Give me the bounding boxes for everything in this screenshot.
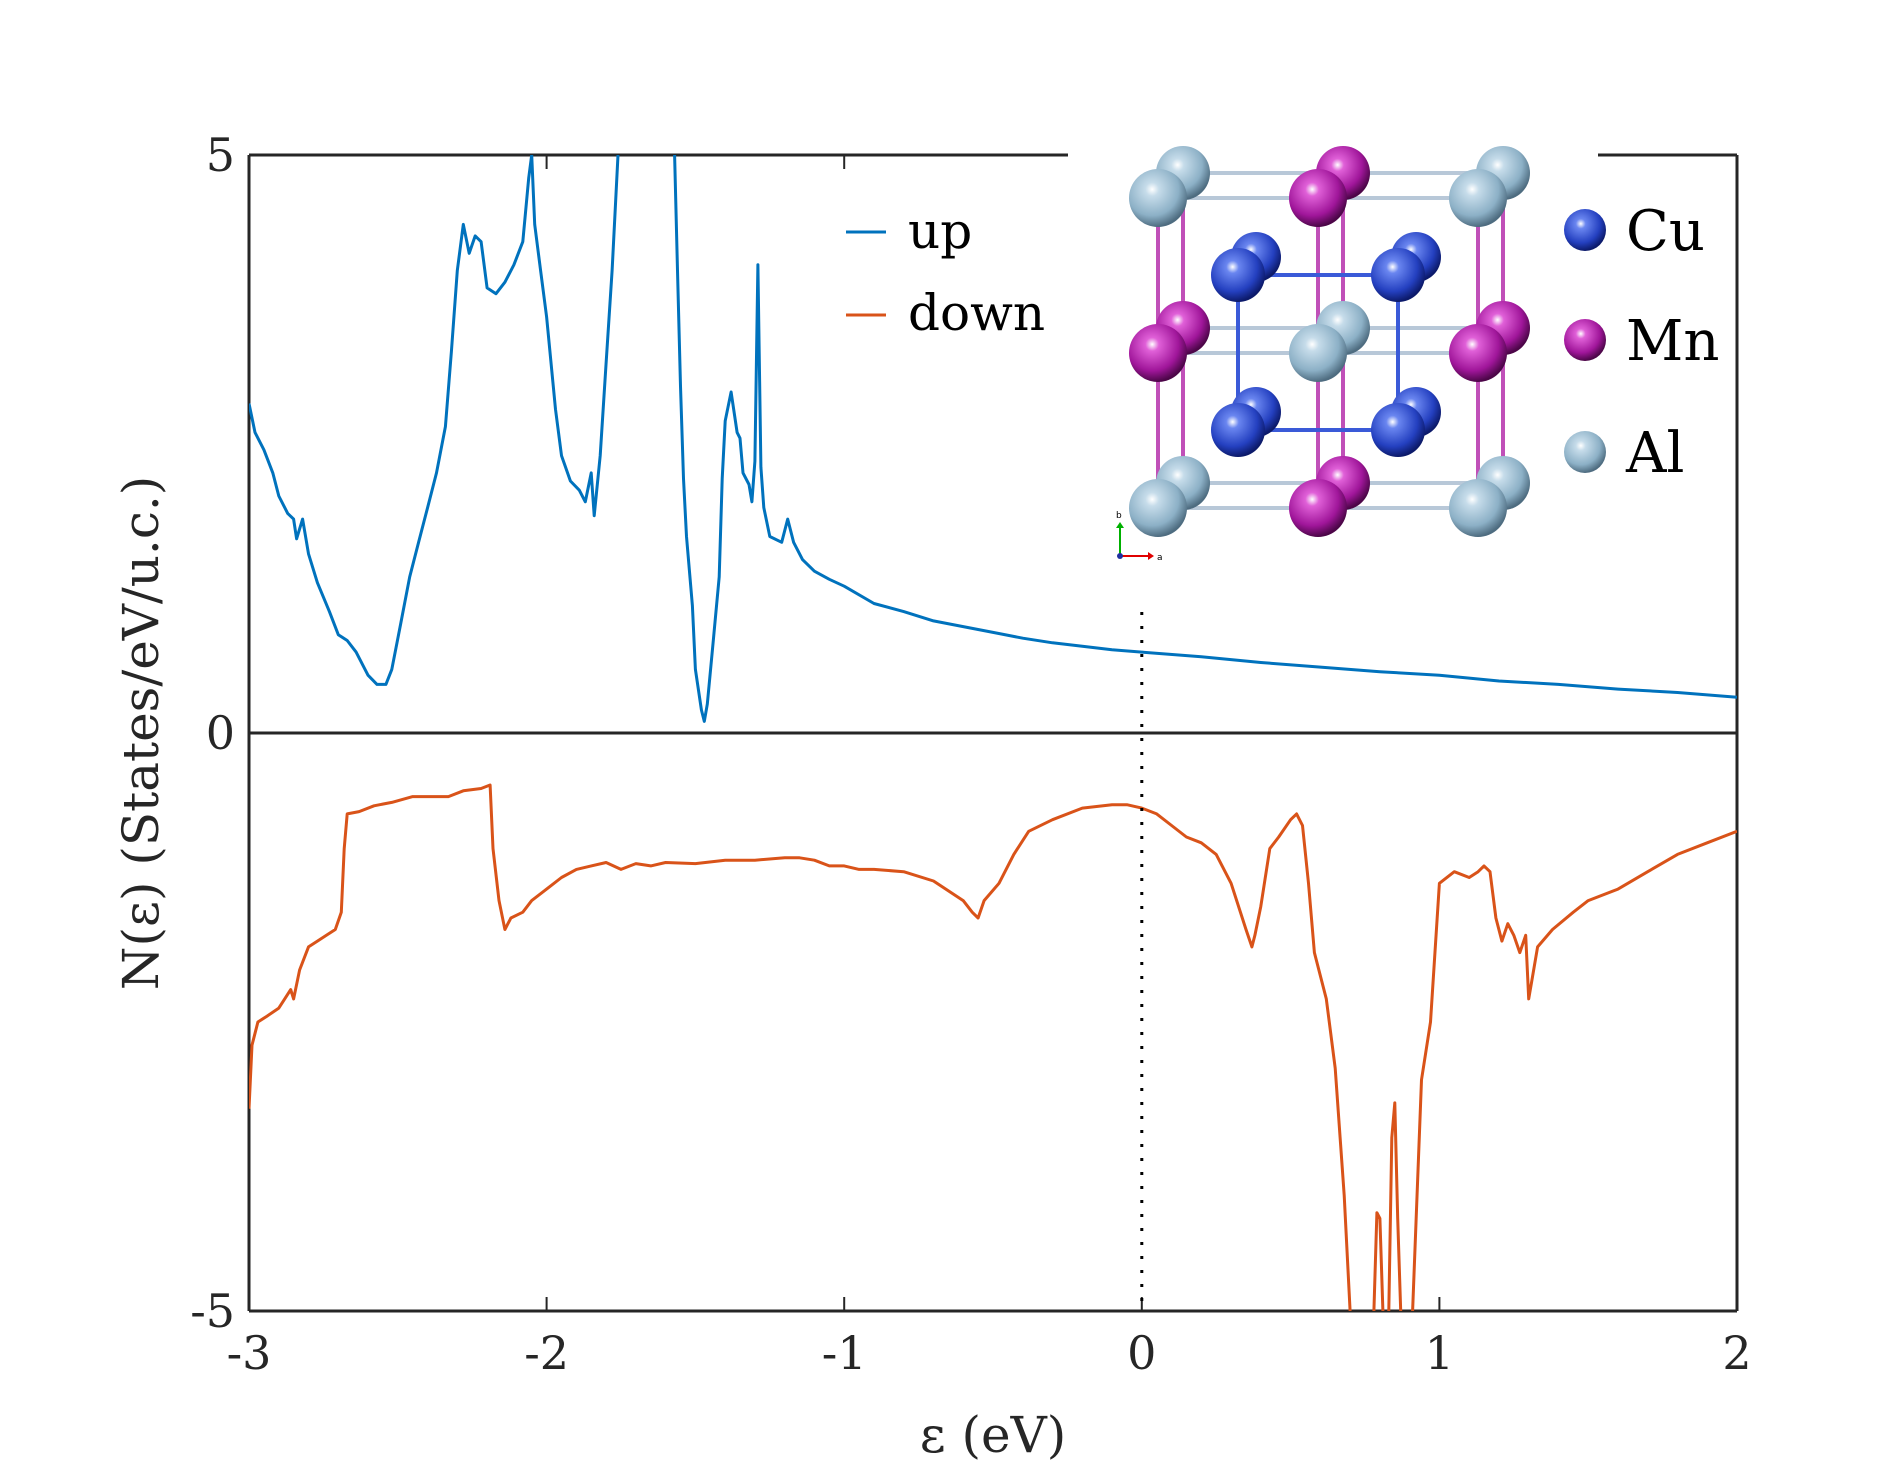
legend-label-up: up: [908, 202, 972, 260]
x-tick-label-4: 1: [1425, 1326, 1454, 1380]
atom-cu: [1371, 403, 1425, 457]
atom-al: [1289, 324, 1347, 382]
atom-mn: [1289, 169, 1347, 227]
x-tick-label-5: 2: [1722, 1326, 1751, 1380]
inset-axis-a: a: [1157, 553, 1163, 563]
atom-legend-mn-label: Mn: [1626, 309, 1719, 374]
atom-al: [1449, 479, 1507, 537]
x-tick-label-2: -1: [822, 1326, 867, 1380]
atom-legend-al-icon: [1564, 431, 1606, 473]
crystal-structure-inset: b a Cu Mn Al: [1090, 135, 1719, 565]
atom-legend: Cu Mn Al: [1564, 199, 1719, 486]
x-tick-label-3: 0: [1127, 1326, 1156, 1380]
atom-al: [1129, 169, 1187, 227]
inset-atoms: [1129, 146, 1530, 537]
series-line-up: [249, 155, 1737, 723]
atom-al: [1129, 479, 1187, 537]
x-tick-label-0: -3: [227, 1326, 272, 1380]
series-layer: [249, 155, 1737, 1311]
atom-legend-cu-icon: [1564, 209, 1606, 251]
atom-mn: [1449, 324, 1507, 382]
axes: [247, 153, 1739, 1313]
y-tick-label-2: 5: [206, 128, 235, 182]
inset-axis-b: b: [1116, 511, 1122, 521]
atom-al: [1449, 169, 1507, 227]
atom-legend-mn-icon: [1564, 319, 1606, 361]
atom-cu: [1211, 248, 1265, 302]
atom-legend-cu-label: Cu: [1626, 199, 1705, 264]
x-axis-title: ε (eV): [920, 1406, 1067, 1464]
atom-mn: [1289, 479, 1347, 537]
y-axis-title: N(ε) (States/eV/u.c.): [112, 476, 170, 990]
y-tick-label-0: -5: [190, 1284, 235, 1338]
atom-legend-al-label: Al: [1625, 421, 1684, 486]
atom-cu: [1371, 248, 1425, 302]
x-tick-label-1: -2: [524, 1326, 569, 1380]
legend-label-down: down: [908, 284, 1045, 342]
atom-cu: [1211, 403, 1265, 457]
atom-mn: [1129, 324, 1187, 382]
y-tick-label-1: 0: [206, 706, 235, 760]
legend: up down: [846, 202, 1045, 342]
series-line-down: [249, 783, 1737, 1311]
inset-axes-triad: b a: [1116, 511, 1163, 563]
